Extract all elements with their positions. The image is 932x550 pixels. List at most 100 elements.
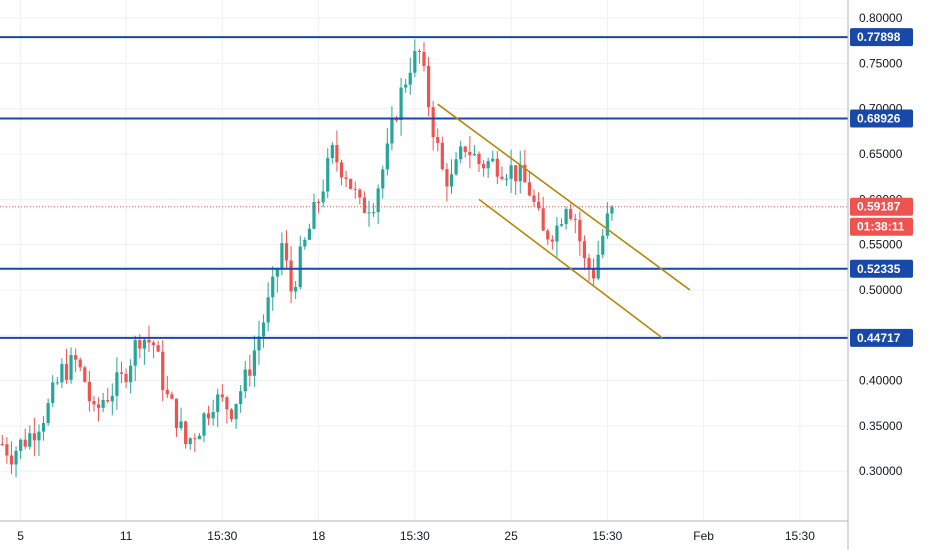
candle-body [527, 182, 532, 196]
candle-body [569, 209, 573, 219]
price-tick-label: 0.80000 [859, 11, 903, 25]
candle-body [124, 373, 128, 383]
candle-body [417, 51, 422, 53]
candle-body [55, 382, 59, 384]
price-tick-label: 0.65000 [859, 147, 903, 161]
candle-body [129, 365, 133, 383]
countdown-badge-text: 01:38:11 [857, 220, 905, 234]
candle-body [211, 412, 215, 419]
candle-body [426, 65, 431, 108]
candle-body [225, 397, 229, 410]
candle-body [605, 213, 609, 236]
candle-body [555, 225, 559, 242]
candle-body [353, 188, 357, 190]
candle-body [445, 169, 449, 187]
candle-body [559, 224, 564, 226]
candle-body [220, 394, 224, 398]
candle-body [19, 439, 23, 451]
candle-body [596, 254, 600, 279]
candle-body [284, 243, 289, 261]
candle-body [495, 158, 499, 177]
candle-body [550, 239, 554, 242]
candle-body [459, 146, 463, 160]
candle-body [358, 189, 362, 198]
time-tick-label: 15:30 [207, 529, 237, 543]
time-tick-label: 15:30 [592, 529, 622, 543]
candle-body [119, 372, 124, 374]
candle-body [486, 161, 490, 169]
candle-body [51, 382, 55, 404]
candle-body [37, 431, 41, 441]
level-badge [850, 28, 913, 47]
candles-layer [0, 39, 614, 478]
candle-body [170, 394, 174, 399]
candle-body [367, 212, 371, 214]
candle-body [362, 197, 367, 213]
candle-body [546, 230, 550, 240]
candle-body [115, 372, 119, 396]
countdown-badge [850, 217, 913, 236]
candle-body [514, 165, 518, 182]
candle-body [349, 178, 353, 189]
candle-body [477, 153, 481, 165]
candle-body [344, 177, 348, 179]
chart-grid [0, 0, 848, 521]
level-badge-text: 0.52335 [857, 262, 901, 276]
price-axis[interactable]: 0.800000.750000.700000.650000.600000.550… [859, 11, 903, 478]
level-badge-text: 0.44717 [857, 331, 901, 345]
candle-body [96, 404, 101, 408]
candle-body [74, 355, 78, 360]
level-badge [850, 259, 913, 278]
candle-body [436, 137, 440, 143]
time-axis[interactable]: 5 11 15:30 18 15:30 25 15:30 Feb 15:30 [17, 529, 815, 543]
candle-body [261, 322, 266, 337]
candle-body [541, 208, 545, 231]
candle-body [46, 403, 50, 423]
candle-body [234, 404, 238, 420]
time-tick-label: 15:30 [785, 529, 815, 543]
candle-body [463, 146, 467, 152]
candle-body [142, 339, 146, 349]
candle-body [491, 158, 495, 162]
time-tick-label: 18 [312, 529, 326, 543]
channel-line [478, 198, 663, 339]
level-badge [850, 109, 913, 128]
candle-body [271, 276, 275, 298]
candle-body [174, 398, 179, 429]
candle-body [408, 72, 412, 85]
candle-body [573, 218, 577, 220]
candle-body [431, 107, 435, 138]
channel-layer [437, 103, 691, 339]
candle-body [601, 235, 605, 255]
candle-body [138, 340, 142, 349]
candle-body [582, 241, 587, 259]
candle-body [243, 369, 247, 392]
candle-body [193, 438, 197, 440]
candle-body [202, 413, 206, 436]
candle-body [564, 209, 568, 225]
candle-body [289, 260, 293, 292]
candle-body [229, 409, 234, 420]
time-tick-label: 11 [120, 529, 133, 543]
price-badges: 0.77898 0.68926 0.52335 0.44717 0.59187 01:38… [850, 28, 913, 347]
candle-body [0, 443, 4, 445]
candle-body [468, 151, 472, 156]
candle-body [504, 178, 509, 180]
candle-body [106, 400, 110, 402]
price-tick-label: 0.50000 [859, 283, 903, 297]
candle-body [399, 87, 403, 120]
last-price-badge [850, 197, 913, 216]
candle-body [440, 142, 444, 170]
price-tick-label: 0.55000 [859, 238, 903, 252]
candle-body [275, 268, 279, 277]
price-tick-label: 0.40000 [859, 374, 903, 388]
candle-body [610, 206, 614, 214]
candle-body [500, 176, 504, 179]
candle-body [165, 389, 169, 395]
candle-body [188, 438, 192, 445]
candle-body [509, 165, 513, 179]
candle-body [179, 421, 183, 429]
candle-body [280, 243, 284, 269]
candle-body [60, 364, 64, 383]
